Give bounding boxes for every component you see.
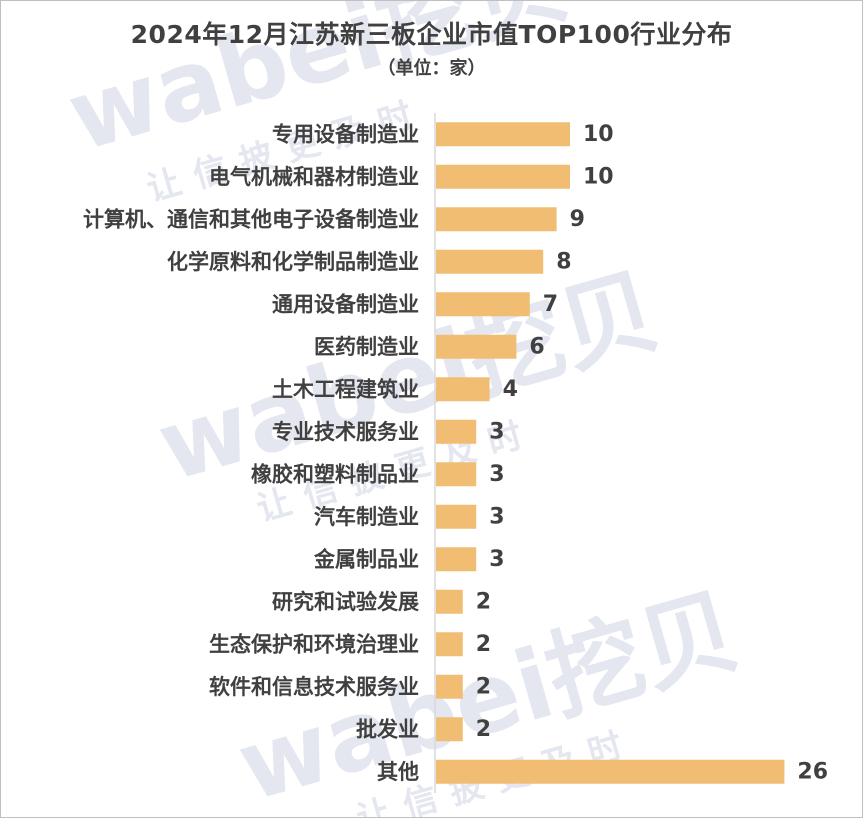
data-label: 3 [489, 462, 504, 487]
category-label: 金属制品业 [313, 547, 419, 571]
data-label: 2 [476, 717, 491, 742]
data-label: 3 [489, 547, 504, 572]
bar [436, 589, 463, 614]
data-label: 2 [476, 674, 491, 699]
data-label: 8 [556, 249, 571, 274]
data-label: 6 [529, 334, 544, 359]
bar [436, 759, 785, 784]
data-label: 7 [543, 292, 558, 317]
category-label: 土木工程建筑业 [272, 377, 419, 401]
category-label: 软件和信息技术服务业 [209, 675, 419, 699]
bar [436, 504, 477, 529]
category-label: 专用设备制造业 [272, 122, 419, 146]
category-label: 研究和试验发展 [272, 590, 419, 614]
bar [436, 462, 477, 487]
bar [436, 164, 570, 189]
category-label: 专业技术服务业 [272, 420, 419, 444]
bar [436, 632, 463, 657]
data-label: 3 [489, 419, 504, 444]
data-label: 9 [570, 207, 585, 232]
bar [436, 674, 463, 699]
bar [436, 249, 544, 274]
bar [436, 717, 463, 742]
category-label: 计算机、通信和其他电子设备制造业 [83, 207, 419, 231]
bar [436, 207, 557, 232]
chart-subtitle: （单位：家） [377, 58, 486, 79]
data-label: 2 [476, 632, 491, 657]
chart-title: 2024年12月江苏新三板企业市值TOP100行业分布 [130, 20, 733, 49]
bar [436, 292, 530, 317]
category-label: 橡胶和塑料制品业 [251, 462, 419, 486]
data-label: 10 [583, 164, 614, 189]
category-label: 汽车制造业 [314, 505, 419, 529]
category-label: 电气机械和器材制造业 [209, 165, 419, 189]
bar [436, 122, 570, 147]
data-label: 26 [797, 759, 828, 784]
data-label: 4 [503, 377, 518, 402]
data-label: 3 [489, 504, 504, 529]
category-label: 通用设备制造业 [272, 292, 419, 316]
category-label: 其他 [377, 760, 419, 784]
category-label: 生态保护和环境治理业 [209, 632, 419, 656]
category-label: 医药制造业 [314, 335, 419, 359]
bar [436, 419, 477, 444]
bar [436, 377, 490, 402]
data-label: 2 [476, 589, 491, 614]
bar-group: 专用设备制造业 10 电气机械和器材制造业 10 计算机、通信和其他电子设备制造业 9 化学… [83, 122, 828, 785]
bar [436, 334, 517, 359]
category-label: 化学原料和化学制品制造业 [167, 250, 419, 274]
category-label: 批发业 [356, 717, 419, 741]
data-label: 10 [583, 122, 614, 147]
bar [436, 547, 477, 572]
